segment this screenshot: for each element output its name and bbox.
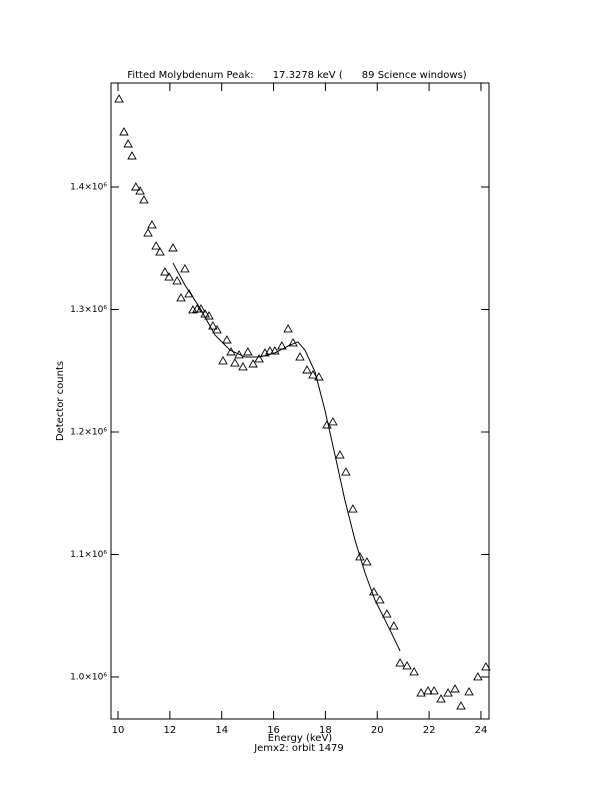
y-tick-label: 1.4×10⁶ — [70, 182, 107, 192]
data-point — [135, 186, 145, 195]
data-point — [222, 335, 232, 344]
data-point — [308, 370, 318, 379]
x-tick-label: 16 — [267, 725, 280, 736]
data-point — [375, 595, 385, 604]
data-point — [234, 350, 244, 359]
data-point — [180, 264, 190, 273]
data-point — [402, 661, 412, 670]
data-point — [119, 127, 129, 136]
data-point — [176, 293, 186, 302]
data-point — [248, 359, 258, 368]
data-point — [283, 324, 293, 333]
data-point — [184, 289, 194, 298]
data-point — [464, 687, 474, 696]
data-point — [238, 362, 248, 371]
data-point — [196, 304, 206, 313]
data-point — [328, 417, 338, 426]
x-tick-label: 10 — [112, 725, 125, 736]
data-point — [473, 672, 483, 681]
data-point — [270, 346, 280, 355]
data-point — [335, 450, 345, 459]
data-point — [254, 354, 264, 363]
data-point — [212, 325, 222, 334]
x-tick-label: 14 — [215, 725, 228, 736]
data-point — [147, 220, 157, 229]
data-point — [436, 694, 446, 703]
data-point — [389, 621, 399, 630]
data-point — [423, 686, 433, 695]
data-point — [355, 552, 365, 561]
data-point — [168, 243, 178, 252]
data-point — [139, 195, 149, 204]
data-point — [143, 228, 153, 237]
fit-line — [172, 262, 401, 652]
data-point — [443, 688, 453, 697]
data-point — [218, 356, 228, 365]
data-point — [409, 667, 419, 676]
x-tick-label: 12 — [163, 725, 176, 736]
data-point — [481, 662, 491, 671]
data-point — [164, 272, 174, 281]
x-axis-label: Energy (keV) — [268, 733, 333, 744]
subtitle: Jemx2: orbit 1479 — [253, 743, 344, 754]
data-point — [302, 365, 312, 374]
x-tick-label: 22 — [423, 725, 436, 736]
data-point — [243, 347, 253, 356]
data-point — [429, 686, 439, 695]
data-point — [348, 504, 358, 513]
data-point — [204, 311, 214, 320]
data-point — [416, 688, 426, 697]
data-point — [382, 609, 392, 618]
data-point — [456, 701, 466, 710]
data-point — [114, 94, 124, 103]
data-point — [341, 467, 351, 476]
data-point — [230, 358, 240, 367]
plot-frame — [110, 82, 490, 720]
data-point — [450, 684, 460, 693]
y-axis-label: Detector counts — [55, 361, 66, 441]
x-tick-label: 24 — [475, 725, 488, 736]
x-tick-label: 18 — [319, 725, 332, 736]
data-point — [395, 658, 405, 667]
data-point — [314, 372, 324, 381]
data-point — [155, 247, 165, 256]
data-point — [172, 276, 182, 285]
chart-title: Fitted Molybdenum Peak: 17.3278 keV ( 89… — [127, 70, 467, 81]
y-tick-label: 1.3×10⁶ — [70, 305, 107, 315]
data-point — [208, 321, 218, 330]
y-tick-label: 1.2×10⁶ — [70, 427, 107, 437]
data-point — [127, 151, 137, 160]
x-tick-label: 20 — [371, 725, 384, 736]
data-point — [123, 139, 133, 148]
y-tick-label: 1.1×10⁶ — [70, 550, 107, 560]
y-tick-label: 1.0×10⁶ — [70, 672, 107, 682]
data-point — [160, 267, 170, 276]
data-point — [151, 241, 161, 250]
data-point — [362, 557, 372, 566]
data-point — [295, 352, 305, 361]
data-point — [288, 338, 298, 347]
data-point — [131, 182, 141, 191]
